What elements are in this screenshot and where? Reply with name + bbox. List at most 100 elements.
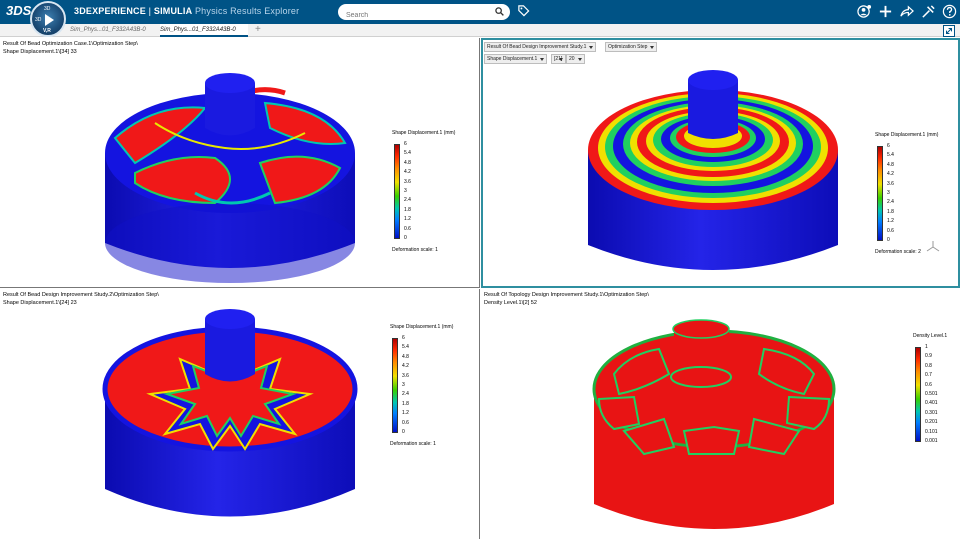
compass-quadrant-label: 3D bbox=[44, 6, 51, 12]
deformation-scale: Deformation scale: 1 bbox=[390, 441, 436, 447]
legend-tick: 0.8 bbox=[925, 362, 932, 369]
legend-color-bar bbox=[877, 146, 883, 241]
plus-icon[interactable] bbox=[878, 4, 893, 19]
legend-tick: 3.6 bbox=[404, 178, 411, 185]
viewport-title: Result Of Bead Optimization Case.1\Optim… bbox=[3, 40, 138, 56]
tools-icon[interactable] bbox=[921, 4, 936, 19]
legend-tick: 3.6 bbox=[887, 180, 894, 187]
title-company: SIMULIA bbox=[153, 6, 193, 16]
legend-tick: 5.4 bbox=[887, 152, 894, 159]
result-step: Shape Displacement.1\[34] 33 bbox=[3, 49, 77, 55]
legend-tick: 0.6 bbox=[402, 419, 409, 426]
compass-version: V,R bbox=[43, 28, 51, 34]
result-step: Shape Displacement.1\[24] 23 bbox=[3, 300, 77, 306]
legend-tick: 0 bbox=[402, 429, 405, 435]
legend-title: Shape Displacement.1 (mm) bbox=[875, 132, 939, 138]
legend-tick: 4.2 bbox=[404, 169, 411, 176]
legend-tick: 4.8 bbox=[402, 353, 409, 360]
legend-color-bar bbox=[394, 144, 400, 239]
result-path: Result Of Bead Design Improvement Study.… bbox=[3, 292, 159, 298]
legend-tick: 1.2 bbox=[887, 218, 894, 225]
legend-tick: 2.4 bbox=[402, 391, 409, 398]
legend-tick: 6 bbox=[887, 143, 890, 149]
tab-simulation-2[interactable]: Sim_Phys...01_F332A43B-0 bbox=[160, 24, 248, 37]
legend-color-bar bbox=[915, 347, 921, 442]
legend-tick: 1 bbox=[925, 344, 928, 350]
legend-tick: 1.2 bbox=[404, 216, 411, 223]
legend-tick: 0.6 bbox=[404, 225, 411, 232]
legend-tick: 3.6 bbox=[402, 372, 409, 379]
legend-tick: 0.7 bbox=[925, 372, 932, 379]
legend-tick: 0.201 bbox=[925, 419, 938, 426]
legend-title: Shape Displacement.1 (mm) bbox=[390, 324, 454, 330]
legend-tick: 4.8 bbox=[404, 159, 411, 166]
compass-icon[interactable]: 3D 3D V,R bbox=[30, 1, 66, 37]
ds-logo[interactable]: 3DS bbox=[6, 3, 32, 18]
legend-title: Density Level.1 bbox=[913, 333, 948, 339]
legend-title: Shape Displacement.1 (mm) bbox=[392, 130, 456, 136]
search-box[interactable] bbox=[338, 4, 510, 24]
legend-tick: 5.4 bbox=[404, 150, 411, 157]
legend-tick: 1.8 bbox=[404, 206, 411, 213]
step-index-label: [21] bbox=[551, 54, 567, 64]
legend-tick: 0.401 bbox=[925, 400, 938, 407]
deformation-scale: Deformation scale: 2 bbox=[875, 249, 921, 255]
legend-tick: 6 bbox=[404, 141, 407, 147]
top-bar: 3DS 3DEXPERIENCE | SIMULIA Physics Resul… bbox=[0, 0, 960, 24]
viewport-bottom-right[interactable]: Result Of Topology Design Improvement St… bbox=[481, 289, 960, 539]
search-icon[interactable] bbox=[495, 7, 504, 16]
legend-tick: 0.6 bbox=[925, 381, 932, 388]
search-input[interactable] bbox=[338, 7, 488, 24]
result-step: Density Level.1\[2] 52 bbox=[484, 300, 537, 306]
maximize-icon[interactable] bbox=[943, 25, 955, 37]
legend-tick: 0.001 bbox=[925, 438, 938, 444]
tab-bar: Sim_Phys...01_F332A43B-0 Sim_Phys...01_F… bbox=[0, 24, 960, 37]
step-dropdown[interactable]: Optimization Step bbox=[605, 42, 658, 52]
legend-tick: 0.6 bbox=[887, 227, 894, 234]
legend-tick: 3 bbox=[402, 382, 405, 388]
share-icon[interactable] bbox=[899, 4, 914, 19]
view-triad-icon[interactable] bbox=[926, 240, 940, 254]
legend-tick: 2.4 bbox=[404, 197, 411, 204]
step-number-dropdown[interactable]: 20 bbox=[566, 54, 585, 64]
legend-tick: 3 bbox=[404, 188, 407, 194]
tag-icon[interactable] bbox=[517, 4, 530, 17]
legend-color-bar bbox=[392, 338, 398, 433]
bead-model-render[interactable] bbox=[95, 53, 365, 288]
play-icon bbox=[45, 14, 54, 26]
legend-tick: 4.8 bbox=[887, 161, 894, 168]
user-icon[interactable] bbox=[857, 4, 872, 19]
viewport-title: Result Of Bead Design Improvement Study.… bbox=[3, 291, 159, 307]
help-icon[interactable] bbox=[942, 4, 957, 19]
add-tab-button[interactable]: + bbox=[255, 24, 261, 35]
app-title: 3DEXPERIENCE | SIMULIA Physics Results E… bbox=[74, 6, 299, 16]
legend-tick: 3 bbox=[887, 190, 890, 196]
legend-tick: 5.4 bbox=[402, 344, 409, 351]
bead-model-render[interactable] bbox=[583, 55, 843, 288]
legend-tick: 1.8 bbox=[402, 400, 409, 407]
legend-tick: 0.501 bbox=[925, 391, 938, 397]
result-dropdown[interactable]: Result Of Bead Design Improvement Study.… bbox=[484, 42, 597, 52]
title-app: Physics Results Explorer bbox=[194, 6, 300, 16]
legend-tick: 6 bbox=[402, 335, 405, 341]
legend-tick: 0.301 bbox=[925, 409, 938, 416]
legend-tick: 0.101 bbox=[925, 428, 938, 435]
tab-simulation-1[interactable]: Sim_Phys...01_F332A43B-0 bbox=[70, 27, 146, 33]
bead-model-render[interactable] bbox=[95, 304, 365, 539]
legend-tick: 0 bbox=[404, 235, 407, 241]
legend-tick: 4.2 bbox=[887, 171, 894, 178]
viewport-top-left[interactable]: Result Of Bead Optimization Case.1\Optim… bbox=[0, 38, 480, 288]
legend-tick: 0 bbox=[887, 237, 890, 243]
viewport-bottom-left[interactable]: Result Of Bead Design Improvement Study.… bbox=[0, 289, 480, 539]
result-path: Result Of Bead Optimization Case.1\Optim… bbox=[3, 41, 138, 47]
result-path: Result Of Topology Design Improvement St… bbox=[484, 292, 649, 298]
title-brand: 3DEXPERIENCE bbox=[74, 6, 146, 16]
compass-quadrant-label: 3D bbox=[35, 17, 42, 23]
title-separator: | bbox=[145, 6, 154, 16]
legend-tick: 1.2 bbox=[402, 410, 409, 417]
legend-tick: 0.9 bbox=[925, 353, 932, 360]
field-dropdown[interactable]: Shape Displacement.1 bbox=[484, 54, 548, 64]
topology-model-render[interactable] bbox=[589, 319, 839, 539]
viewport-top-right[interactable]: Result Of Bead Design Improvement Study.… bbox=[481, 38, 960, 288]
legend-tick: 2.4 bbox=[887, 199, 894, 206]
